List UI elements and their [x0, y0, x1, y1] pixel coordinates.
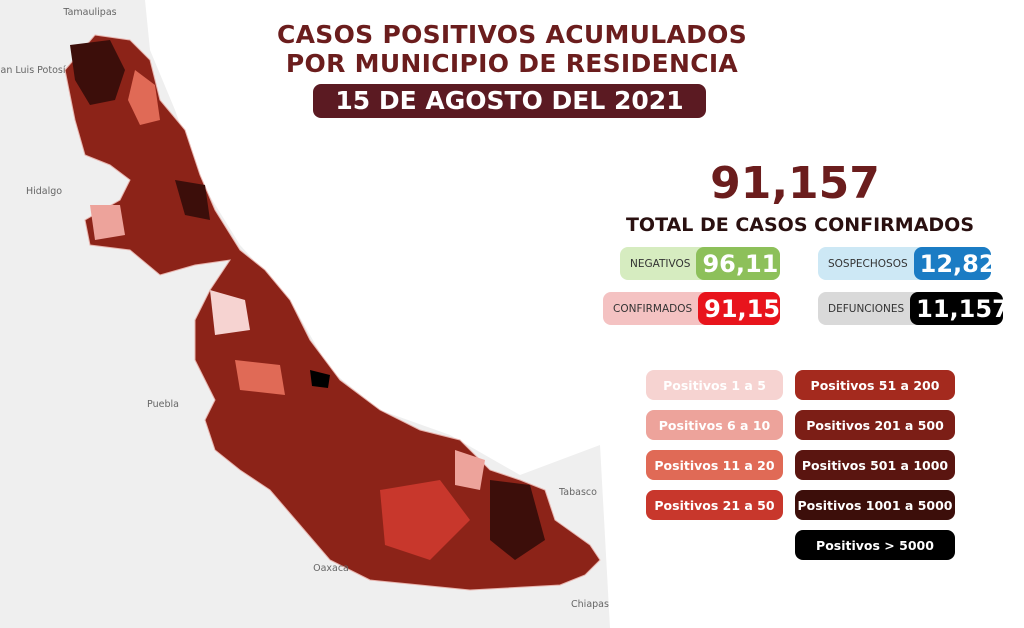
- state-label: Chiapas: [571, 599, 609, 610]
- region: [455, 450, 485, 490]
- region: [210, 290, 250, 335]
- region: [175, 180, 210, 220]
- region: [490, 480, 545, 560]
- stat-value: 91,157: [698, 292, 780, 325]
- state-label: Tabasco: [558, 487, 597, 498]
- region: [70, 40, 125, 105]
- veracruz: [64, 34, 601, 591]
- stat-label: CONFIRMADOS: [613, 302, 693, 315]
- date-banner: 15 DE AGOSTO DEL 2021: [313, 84, 706, 118]
- stat-label: NEGATIVOS: [630, 257, 691, 270]
- state-label: Oaxaca: [313, 563, 349, 574]
- stat-value: 96,111: [696, 247, 780, 280]
- stat-value: 11,157: [910, 292, 1003, 325]
- legend-item: Positivos 51 a 200: [795, 370, 955, 400]
- stat-label: DEFUNCIONES: [828, 302, 905, 315]
- state-label: Puebla: [147, 399, 179, 410]
- region: [128, 70, 160, 125]
- stat-value: 12,820: [913, 247, 991, 280]
- stat-pill: DEFUNCIONES 11,157: [818, 292, 1003, 325]
- stat-pill: SOSPECHOSOS 12,820: [818, 247, 991, 280]
- region: [90, 205, 125, 240]
- legend-item: Positivos 1 a 5: [646, 370, 783, 400]
- stat-label: SOSPECHOSOS: [828, 257, 908, 270]
- state-label: San Luis Potosí: [0, 65, 66, 76]
- stat-pill: CONFIRMADOS 91,157: [603, 292, 780, 325]
- region: [310, 370, 330, 388]
- legend-item: Positivos 6 a 10: [646, 410, 783, 440]
- legend-item: Positivos > 5000: [795, 530, 955, 560]
- legend-item: Positivos 501 a 1000: [795, 450, 955, 480]
- state-label: Tamaulipas: [62, 7, 116, 18]
- legend-item: Positivos 201 a 500: [795, 410, 955, 440]
- title: POR MUNICIPIO DE RESIDENCIA: [285, 49, 739, 78]
- stat-pill: NEGATIVOS 96,111: [620, 247, 780, 280]
- legend-item: Positivos 1001 a 5000: [795, 490, 955, 520]
- legend-item: Positivos 11 a 20: [646, 450, 783, 480]
- map: Tamaulipas San Luis Potosí Hidalgo Puebl…: [0, 0, 610, 628]
- state-label: Hidalgo: [26, 186, 62, 197]
- region: [380, 480, 470, 560]
- total-value: 91,157: [710, 158, 880, 209]
- legend-item: Positivos 21 a 50: [646, 490, 783, 520]
- title: CASOS POSITIVOS ACUMULADOS: [276, 20, 748, 49]
- total-label: TOTAL DE CASOS CONFIRMADOS: [625, 214, 975, 236]
- region: [235, 360, 285, 395]
